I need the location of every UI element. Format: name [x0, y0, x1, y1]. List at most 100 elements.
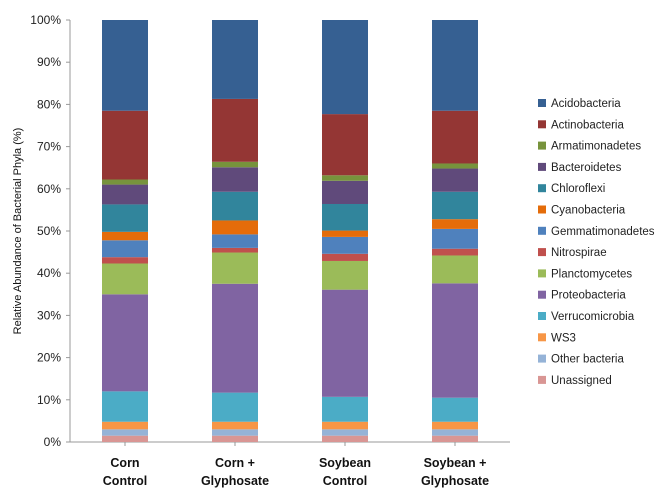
y-tick-label: 80%: [37, 97, 61, 111]
bar-segment: [102, 263, 148, 295]
bar-segment: [322, 429, 368, 436]
legend-swatch: [538, 226, 546, 235]
bar-segment: [212, 98, 258, 162]
legend-swatch: [538, 312, 546, 320]
bar-segment: [322, 236, 368, 254]
legend-label: Nitrospirae: [551, 247, 607, 259]
legend-label: Armatimonadetes: [551, 141, 641, 153]
x-category-label: Soybean +: [424, 456, 487, 470]
bar-segment: [322, 114, 368, 176]
legend-swatch: [538, 120, 546, 129]
legend-label: Unassigned: [551, 375, 612, 387]
bar-segment: [322, 180, 368, 204]
bar-segment: [322, 230, 368, 237]
legend-label: Other bacteria: [551, 354, 624, 366]
legend-swatch: [538, 333, 546, 342]
y-axis-title: Relative Abundance of Bacterial Phyla (%…: [12, 128, 24, 335]
y-tick-label: 0%: [44, 435, 62, 449]
bar-segment: [432, 163, 478, 169]
bar-segment: [432, 20, 478, 111]
bar-segment: [432, 429, 478, 436]
bar-segment: [432, 191, 478, 220]
bar-segment: [322, 20, 368, 115]
y-tick-label: 20%: [37, 351, 61, 365]
bar-segment: [322, 175, 368, 181]
legend-label: Bacteroidetes: [551, 162, 622, 174]
bar-segment: [212, 283, 258, 393]
bar-segment: [432, 110, 478, 164]
y-tick-label: 70%: [37, 140, 61, 154]
bar-segment: [322, 203, 368, 231]
bar-segment: [322, 435, 368, 442]
legend: Acidobacteria Actinobacteria Armatimonadet…: [538, 98, 655, 387]
legend-swatch: [538, 99, 546, 107]
bar-segment: [212, 252, 258, 284]
bar-segment: [102, 184, 148, 205]
legend-swatch: [538, 354, 546, 363]
legend-label: Actinobacteria: [551, 119, 624, 131]
bar-segment: [212, 20, 258, 99]
bar-segment: [212, 421, 258, 430]
legend-swatch: [538, 162, 546, 171]
x-category-label: Corn: [110, 456, 139, 470]
legend-swatch: [538, 141, 546, 150]
legend-swatch: [538, 375, 546, 384]
x-category-label: Control: [103, 474, 147, 488]
bar-segment: [212, 220, 258, 235]
bar-segment: [102, 421, 148, 430]
bar-segment: [102, 391, 148, 422]
y-tick-label: 30%: [37, 308, 61, 322]
y-tick-label: 100%: [30, 13, 61, 27]
x-category-label: Corn +: [215, 456, 255, 470]
bar-segment: [432, 219, 478, 229]
bar-segment: [212, 234, 258, 248]
bar-segment: [102, 294, 148, 392]
bar-segment: [432, 283, 478, 398]
bar-segment: [432, 255, 478, 284]
x-category-label: Control: [323, 474, 367, 488]
y-tick-label: 50%: [37, 224, 61, 238]
bar-segment: [212, 191, 258, 221]
x-category-label: Glyphosate: [421, 474, 489, 488]
bar-segment: [432, 397, 478, 422]
bar-segment: [102, 20, 148, 111]
bar-segment: [432, 248, 478, 256]
legend-label: Cyanobacteria: [551, 205, 626, 217]
bar-segment: [102, 435, 148, 442]
legend-label: Verrucomicrobia: [551, 311, 635, 323]
legend-swatch: [538, 290, 546, 299]
x-axis-categories: Corn Control Corn + Glyphosate Soybean Contro…: [103, 442, 489, 488]
bar-segment: [212, 429, 258, 436]
legend-swatch: [538, 269, 546, 278]
x-category-label: Glyphosate: [201, 474, 269, 488]
bar-segment: [102, 429, 148, 436]
bar-segment: [432, 228, 478, 249]
legend-label: Planctomycetes: [551, 268, 632, 280]
bar-segment: [102, 257, 148, 264]
legend-label: Proteobacteria: [551, 290, 626, 302]
bar-segment: [102, 240, 148, 258]
bar-segment: [322, 396, 368, 422]
bar-segment: [322, 253, 368, 261]
legend-swatch: [538, 205, 546, 214]
y-tick-label: 90%: [37, 55, 61, 69]
bar-segment: [432, 435, 478, 442]
legend-label: Chloroflexi: [551, 183, 605, 195]
legend-label: Gemmatimonadetes: [551, 226, 655, 238]
x-category-label: Soybean: [319, 456, 371, 470]
bar-segment: [212, 247, 258, 253]
y-tick-label: 60%: [37, 182, 61, 196]
bar-segment: [212, 435, 258, 442]
y-tick-label: 40%: [37, 266, 61, 280]
bar-segment: [102, 204, 148, 232]
bar-segment: [432, 168, 478, 192]
bar-segment: [212, 161, 258, 168]
bar-segment: [322, 260, 368, 290]
bar-segment: [212, 392, 258, 422]
bar-segment: [102, 110, 148, 180]
y-tick-label: 10%: [37, 393, 61, 407]
plot-area: 0%10%20%30%40%50%60%70%80%90%100% CornCo…: [30, 13, 510, 488]
bar-segment: [322, 421, 368, 430]
legend-swatch: [538, 248, 546, 257]
